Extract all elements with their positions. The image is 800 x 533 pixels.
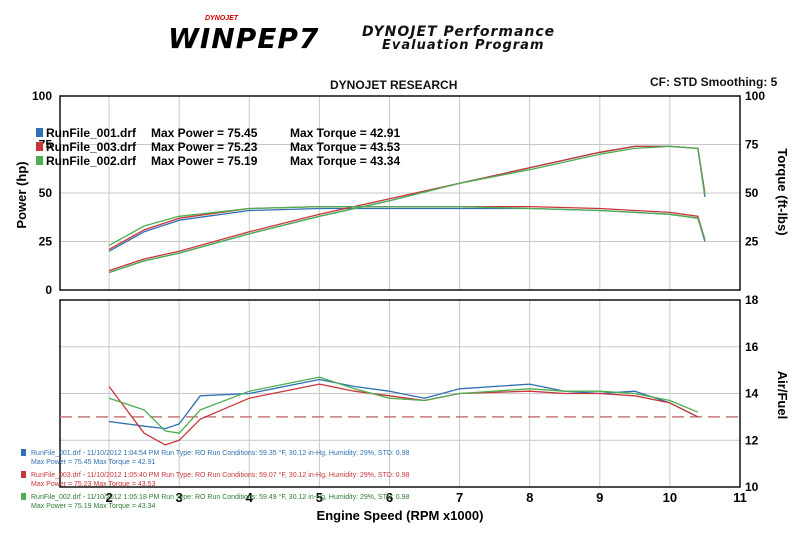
- legend-name-run3: RunFile_003.drf: [46, 140, 137, 154]
- tagline-1: DYNOJET Performance: [362, 24, 556, 40]
- lower-plot-frame: [59, 299, 741, 488]
- run-info-1-line2: Max Power = 75.45 Max Torque = 42.91: [31, 459, 155, 466]
- afr-tick-label: 16: [745, 340, 759, 354]
- run-info-block: RunFile_001.drf - 11/10/2012 1:04:54 PM …: [21, 449, 410, 510]
- rpm-tick-label: 9: [596, 490, 603, 505]
- legend-power-run2: Max Power = 75.19: [151, 154, 258, 168]
- upper-plot-frame: [59, 95, 741, 291]
- torque-tick-label: 75: [745, 138, 759, 152]
- run-info-swatch-2: [21, 493, 26, 500]
- header: WINPEP7 DYNOJET Performance Evaluation P…: [0, 0, 800, 62]
- run-info-3-line2: Max Power = 75.23 Max Torque = 43.53: [31, 481, 155, 488]
- y-axis-label-power: Power (hp): [14, 161, 29, 228]
- legend-swatch-run1: [36, 128, 43, 137]
- rpm-tick-label: 5: [316, 490, 323, 505]
- power-tick-label: 50: [39, 186, 53, 200]
- power-tick-label: 100: [32, 89, 52, 103]
- afr-line-run2: [108, 376, 699, 434]
- afr-line-run3: [108, 383, 699, 446]
- rpm-tick-label: 11: [733, 490, 747, 505]
- run-info-2-line2: Max Power = 75.19 Max Torque = 43.34: [31, 503, 155, 510]
- run-info-3-line1: RunFile_003.drf - 11/10/2012 1:05:40 PM …: [31, 471, 410, 479]
- legend-torque-run3: Max Torque = 43.53: [290, 140, 400, 154]
- rpm-tick-label: 3: [176, 490, 183, 505]
- afr-tick-label: 14: [745, 387, 759, 401]
- legend-power-run1: Max Power = 75.45: [151, 126, 258, 140]
- legend-name-run2: RunFile_002.drf: [46, 154, 137, 168]
- y-axis-label-afr: Air/Fuel: [775, 371, 790, 419]
- legend-power-run3: Max Power = 75.23: [151, 140, 258, 154]
- run-info-2-line1: RunFile_002.drf - 11/10/2012 1:05:18 PM …: [31, 493, 410, 501]
- rpm-tick-label: 6: [386, 490, 393, 505]
- rpm-tick-label: 4: [246, 490, 254, 505]
- research-label: DYNOJET RESEARCH: [330, 78, 458, 92]
- power-tick-label: 25: [39, 235, 53, 249]
- afr-tick-label: 18: [745, 293, 759, 307]
- torque-tick-label: 25: [745, 235, 759, 249]
- run-info-1-line1: RunFile_001.drf - 11/10/2012 1:04:54 PM …: [31, 449, 410, 457]
- afr-tick-label: 12: [745, 433, 759, 447]
- run-info-swatch-1: [21, 449, 26, 456]
- rpm-tick-label: 8: [526, 490, 533, 505]
- run-info-swatch-3: [21, 471, 26, 478]
- legend-swatch-run2: [36, 156, 43, 165]
- legend-swatch-run3: [36, 142, 43, 151]
- winpep-logo: WINPEP7: [168, 22, 320, 55]
- legend-torque-run1: Max Torque = 42.91: [290, 126, 400, 140]
- rpm-tick-label: 2: [105, 490, 112, 505]
- power-line-run2: [108, 145, 706, 274]
- torque-line-run3: [108, 205, 706, 250]
- torque-line-run2: [108, 205, 706, 246]
- legend: RunFile_001.drf Max Power = 75.45 Max To…: [36, 126, 400, 168]
- cf-smoothing-label: CF: STD Smoothing: 5: [650, 75, 778, 89]
- rpm-tick-label: 10: [663, 490, 677, 505]
- legend-torque-run2: Max Torque = 43.34: [290, 154, 400, 168]
- afr-tick-label: 10: [745, 480, 759, 494]
- legend-name-run1: RunFile_001.drf: [46, 126, 137, 140]
- y-axis-label-torque: Torque (ft-lbs): [775, 148, 790, 235]
- rpm-tick-label: 7: [456, 490, 463, 505]
- tagline-2: Evaluation Program: [382, 38, 545, 53]
- logo-small-text: DYNOJET: [205, 15, 239, 22]
- torque-tick-label: 50: [745, 186, 759, 200]
- power-tick-label: 0: [45, 283, 52, 297]
- x-axis-label: Engine Speed (RPM x1000): [317, 508, 484, 523]
- afr-line-run1: [109, 378, 699, 430]
- torque-tick-label: 100: [745, 89, 765, 103]
